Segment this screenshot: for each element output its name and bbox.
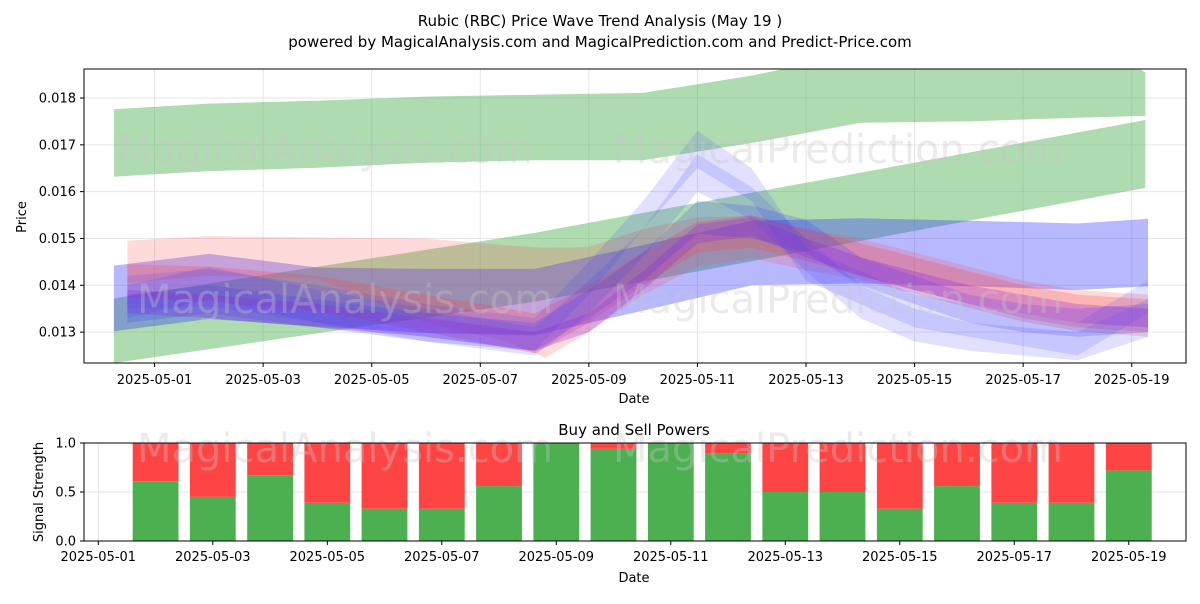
sell-power-bar — [991, 443, 1038, 503]
sell-power-bar — [189, 443, 236, 497]
buy-power-bar — [705, 453, 751, 541]
price-y-tick-label: 0.013 — [39, 326, 76, 341]
power-watermarks: MagicalAnalysis.com MagicalPrediction.co… — [137, 426, 1063, 472]
power-x-ticks: 2025-05-01 2025-05-03 2025-05-05 2025-05-07… — [61, 541, 1167, 565]
power-x-label: Date — [618, 571, 649, 586]
price-band-7 — [127, 154, 1148, 361]
sell-power-bar — [361, 443, 408, 509]
price-x-tick-label: 2025-05-03 — [225, 373, 301, 388]
sell-power-bar — [1105, 443, 1152, 471]
watermark-analysis: MagicalAnalysis.com — [117, 127, 533, 173]
price-band-3 — [113, 218, 1148, 336]
price-axes-frame — [83, 68, 1187, 364]
power-chart: Buy and Sell Powers MagicalAnalysis.com … — [32, 421, 1187, 586]
buy-power-bar — [1048, 502, 1095, 541]
price-x-tick-label: 2025-05-07 — [443, 373, 519, 388]
price-band-4 — [127, 216, 1148, 358]
price-band-6 — [127, 130, 1148, 356]
buy-power-bar — [361, 508, 408, 541]
sell-power-bar — [418, 443, 465, 509]
buy-power-bar — [304, 502, 351, 541]
power-x-tick-label: 2025-05-17 — [976, 550, 1052, 565]
power-x-tick-label: 2025-05-11 — [633, 550, 709, 565]
buy-power-bar — [189, 496, 236, 541]
buy-power-bar — [934, 486, 980, 541]
sell-power-bar — [304, 443, 351, 503]
sell-power-bar — [705, 443, 751, 454]
sell-power-bar — [819, 443, 866, 492]
price-x-tick-label: 2025-05-19 — [1094, 373, 1170, 388]
price-chart: MagicalAnalysis.com MagicalPrediction.co… — [15, 68, 1187, 407]
sell-power-bar — [590, 443, 637, 449]
power-y-tick-label: 0.5 — [55, 486, 76, 501]
power-x-tick-label: 2025-05-13 — [747, 550, 823, 565]
price-y-tick-label: 0.016 — [39, 185, 76, 200]
buy-power-bar — [1105, 470, 1152, 541]
power-x-tick-label: 2025-05-03 — [175, 550, 251, 565]
power-x-tick-label: 2025-05-15 — [862, 550, 938, 565]
price-x-tick-label: 2025-05-11 — [660, 373, 736, 388]
price-band-2 — [113, 120, 1146, 363]
price-watermarks: MagicalAnalysis.com MagicalPrediction.co… — [117, 127, 1063, 323]
power-y-label: Signal Strength — [32, 442, 47, 542]
price-x-ticks: 2025-05-01 2025-05-03 2025-05-05 2025-05-07… — [117, 363, 1170, 388]
sell-power-bar — [1048, 443, 1095, 503]
buy-power-bar — [132, 481, 179, 541]
power-title: Buy and Sell Powers — [558, 421, 710, 439]
price-band-9 — [127, 217, 1148, 351]
figure-title: Rubic (RBC) Price Wave Trend Analysis (M… — [418, 12, 782, 30]
power-x-tick-label: 2025-05-19 — [1091, 550, 1167, 565]
sell-power-bar — [934, 443, 980, 487]
power-x-tick-label: 2025-05-05 — [290, 550, 366, 565]
buy-power-bar — [590, 448, 637, 541]
watermark-prediction-2: MagicalPrediction.com — [613, 277, 1063, 323]
price-y-tick-label: 0.017 — [39, 138, 76, 153]
buy-power-bar — [247, 475, 293, 541]
price-x-tick-label: 2025-05-09 — [551, 373, 627, 388]
power-x-tick-label: 2025-05-09 — [519, 550, 595, 565]
buy-power-bar — [647, 443, 694, 541]
power-x-tick-label: 2025-05-01 — [61, 550, 137, 565]
price-y-tick-label: 0.014 — [39, 279, 76, 294]
price-x-tick-label: 2025-05-17 — [985, 373, 1061, 388]
sell-power-bar — [247, 443, 293, 476]
price-grid — [84, 69, 1186, 363]
price-band-5 — [127, 215, 1148, 354]
price-y-tick-label: 0.018 — [39, 92, 76, 107]
price-y-tick-label: 0.015 — [39, 232, 76, 247]
power-bars — [132, 443, 1152, 541]
watermark-prediction-3: MagicalPrediction.com — [613, 426, 1063, 472]
power-x-tick-label: 2025-05-07 — [404, 550, 480, 565]
buy-power-bar — [991, 502, 1038, 541]
watermark-analysis-3: MagicalAnalysis.com — [137, 426, 553, 472]
watermark-analysis-2: MagicalAnalysis.com — [137, 277, 553, 323]
sell-power-bar — [476, 443, 522, 487]
buy-power-bar — [476, 486, 522, 541]
watermark-prediction: MagicalPrediction.com — [613, 127, 1063, 173]
price-x-tick-label: 2025-05-13 — [768, 373, 844, 388]
buy-power-bar — [418, 508, 465, 541]
power-y-tick-label: 0.0 — [55, 535, 76, 550]
price-x-tick-label: 2025-05-15 — [877, 373, 953, 388]
price-band-8 — [127, 201, 1148, 351]
price-band-1 — [113, 69, 1146, 177]
buy-power-bar — [819, 492, 866, 541]
sell-power-bar — [876, 443, 923, 509]
price-x-tick-label: 2025-05-01 — [117, 373, 193, 388]
sell-power-bar — [132, 443, 179, 482]
buy-power-bar — [533, 443, 580, 541]
buy-power-bar — [762, 492, 809, 541]
buy-power-bar — [876, 508, 923, 541]
sell-power-bar — [762, 443, 809, 492]
price-bands — [113, 69, 1148, 363]
power-y-tick-label: 1.0 — [55, 437, 76, 452]
price-x-tick-label: 2025-05-05 — [334, 373, 410, 388]
price-x-label: Date — [618, 392, 649, 407]
power-y-ticks: 0.0 0.5 1.0 — [55, 437, 84, 550]
price-y-label: Price — [15, 201, 30, 233]
figure-subtitle: powered by MagicalAnalysis.com and Magic… — [288, 33, 912, 51]
price-y-ticks: 0.013 0.014 0.015 0.016 0.017 0.018 — [39, 92, 84, 341]
